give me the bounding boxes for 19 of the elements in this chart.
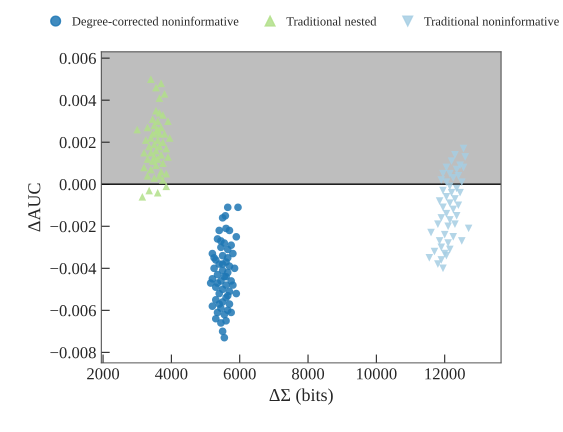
x-tick-label: 12000	[425, 368, 465, 380]
y-tick-label: −0.002	[50, 220, 96, 232]
y-tick-label: 0.006	[60, 52, 96, 64]
y-axis-title: ΔAUC	[28, 183, 40, 232]
x-tick-label: 6000	[224, 368, 256, 380]
y-tick-label: 0.004	[60, 94, 96, 106]
x-tick-label: 2000	[87, 368, 120, 380]
y-tick-label: −0.004	[50, 263, 96, 274]
y-tick-label: −0.008	[50, 347, 96, 358]
legend-label: Degree-corrected noninformative	[72, 16, 238, 28]
y-tick-label: 0.002	[60, 136, 96, 148]
legend-label: Traditional nested	[286, 16, 376, 26]
x-tick-label: 8000	[292, 368, 324, 380]
x-axis-title: ΔΣ (bits)	[270, 388, 333, 405]
y-tick-label: −0.006	[50, 305, 96, 316]
x-tick-label: 4000	[155, 368, 188, 380]
y-tick-label: 0.000	[60, 178, 96, 190]
x-tick-label: 10000	[357, 368, 397, 380]
legend-label: Traditional noninformative	[424, 16, 559, 26]
